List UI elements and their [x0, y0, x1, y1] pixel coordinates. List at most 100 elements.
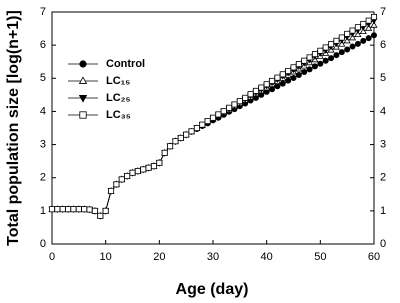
- marker: [365, 35, 372, 42]
- marker: [344, 30, 351, 37]
- marker: [354, 24, 361, 31]
- marker: [285, 77, 292, 84]
- y-tick-label: 1: [40, 205, 46, 217]
- marker: [317, 60, 324, 67]
- marker: [349, 27, 356, 34]
- x-tick-label: 0: [49, 251, 55, 263]
- marker: [204, 118, 211, 125]
- marker: [129, 169, 136, 176]
- x-tick-label: 20: [153, 251, 165, 263]
- marker: [365, 24, 373, 31]
- marker: [113, 181, 120, 188]
- marker: [188, 128, 195, 135]
- legend-label: LC₂₅: [106, 92, 131, 104]
- legend-marker: [78, 76, 88, 84]
- marker: [81, 206, 88, 213]
- marker: [279, 71, 286, 78]
- y-tick-label: 3: [380, 138, 386, 150]
- marker: [349, 43, 356, 50]
- marker: [344, 46, 351, 53]
- marker: [333, 37, 340, 44]
- marker: [75, 206, 82, 213]
- marker: [370, 21, 378, 28]
- y-tick-label: 5: [380, 72, 386, 84]
- marker: [338, 34, 345, 41]
- legend-label: LC₁₅: [106, 75, 130, 87]
- legend-marker: [79, 60, 87, 68]
- marker: [295, 71, 302, 78]
- marker: [306, 66, 313, 73]
- y-tick-label: 4: [380, 105, 386, 117]
- marker: [333, 52, 340, 59]
- marker: [360, 37, 367, 44]
- marker: [49, 206, 56, 213]
- marker: [322, 57, 329, 64]
- marker: [306, 54, 313, 61]
- x-tick-label: 60: [368, 251, 380, 263]
- marker: [252, 87, 259, 94]
- y-tick-label: 5: [40, 72, 46, 84]
- x-axis-label: Age (day): [176, 281, 249, 298]
- marker: [328, 41, 335, 48]
- marker: [156, 159, 163, 166]
- marker: [102, 207, 109, 214]
- y-tick-label: 3: [40, 138, 46, 150]
- marker: [231, 101, 238, 108]
- marker: [183, 131, 190, 138]
- marker: [301, 68, 308, 75]
- marker: [242, 94, 249, 101]
- y-tick-label: 6: [40, 39, 46, 51]
- marker: [118, 176, 125, 183]
- marker: [65, 206, 72, 213]
- y-tick-label: 1: [380, 205, 386, 217]
- legend-marker: [78, 95, 88, 103]
- y-tick-label: 7: [380, 6, 386, 18]
- marker: [215, 111, 222, 118]
- marker: [167, 143, 174, 150]
- marker: [290, 64, 297, 71]
- y-tick-label: 4: [40, 105, 46, 117]
- y-tick-label: 6: [380, 39, 386, 51]
- marker: [317, 47, 324, 54]
- marker: [258, 84, 265, 91]
- x-tick-label: 40: [261, 251, 273, 263]
- x-tick-label: 10: [100, 251, 112, 263]
- marker: [145, 164, 152, 171]
- marker: [269, 77, 276, 84]
- marker: [59, 206, 66, 213]
- marker: [279, 80, 286, 87]
- marker: [295, 61, 302, 68]
- marker: [236, 98, 243, 105]
- marker: [199, 121, 206, 128]
- marker: [348, 33, 357, 41]
- marker: [150, 163, 157, 170]
- marker: [97, 212, 104, 219]
- y-tick-label: 0: [380, 238, 386, 250]
- marker: [134, 168, 141, 175]
- marker: [124, 173, 131, 180]
- marker: [285, 67, 292, 74]
- marker: [290, 74, 297, 81]
- marker: [338, 49, 345, 56]
- marker: [140, 166, 147, 173]
- marker: [220, 108, 227, 115]
- marker: [274, 74, 281, 81]
- marker: [274, 83, 281, 90]
- marker: [322, 44, 329, 51]
- marker: [209, 114, 216, 121]
- marker: [269, 86, 276, 93]
- marker: [360, 20, 367, 27]
- marker: [370, 13, 377, 20]
- marker: [161, 149, 168, 156]
- x-tick-label: 30: [207, 251, 219, 263]
- marker: [365, 17, 372, 24]
- marker: [311, 63, 318, 70]
- legend-label: LC₃₅: [106, 109, 131, 121]
- marker: [359, 27, 367, 35]
- y-tick-label: 2: [40, 172, 46, 184]
- y-tick-label: 0: [40, 238, 46, 250]
- marker: [172, 138, 179, 145]
- y-tick-label: 2: [380, 172, 386, 184]
- marker: [226, 104, 233, 111]
- marker: [91, 207, 98, 214]
